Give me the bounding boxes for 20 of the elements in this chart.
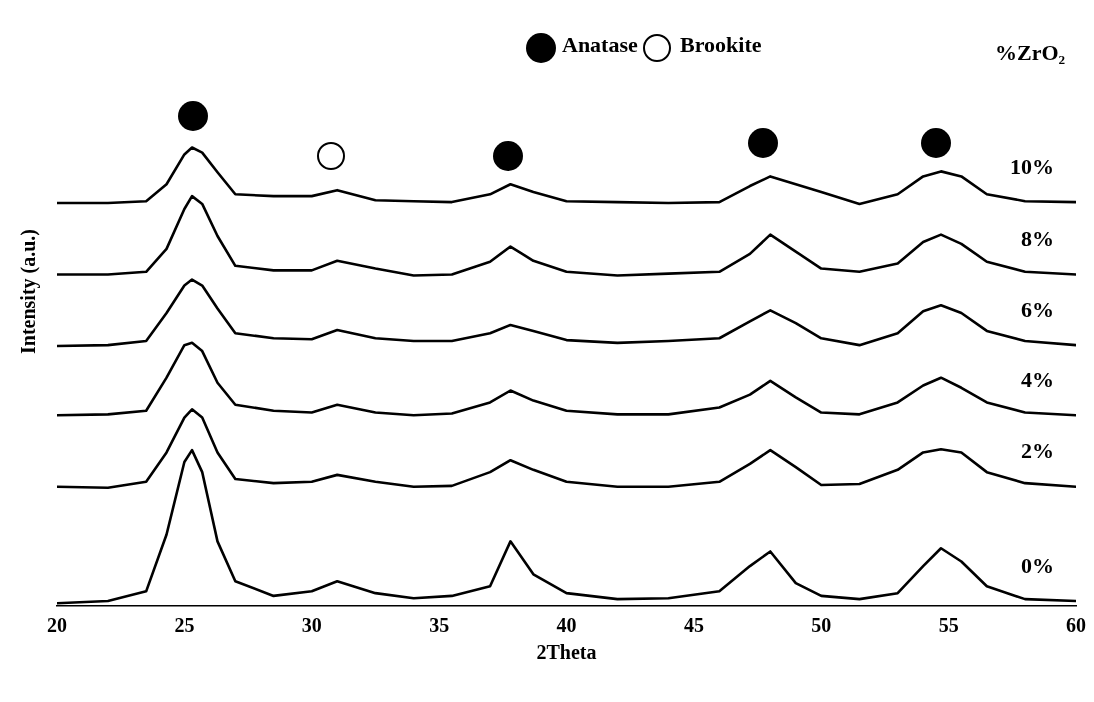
- x-tick-label: 35: [429, 614, 450, 637]
- series-label: 4%: [1021, 366, 1054, 392]
- x-tick-label: 55: [938, 614, 959, 637]
- x-tick-label: 30: [301, 614, 322, 637]
- x-tick-label: 25: [174, 614, 195, 637]
- x-tick-label: 45: [683, 614, 704, 637]
- series-label: 2%: [1021, 438, 1054, 464]
- series-label: 6%: [1021, 296, 1054, 322]
- x-axis-title: 2Theta: [536, 641, 597, 664]
- y-axis-title: Intensity (a.u.): [16, 228, 40, 356]
- text: %ZrO₂: [995, 40, 1066, 66]
- x-tick-label: 20: [47, 614, 67, 637]
- x-tick-label: 40: [556, 614, 577, 637]
- text: Brookite: [680, 32, 762, 58]
- x-tick-label: 60: [1066, 614, 1086, 637]
- text: Anatase: [562, 32, 638, 58]
- series-label: 0%: [1021, 552, 1054, 578]
- series-label: 10%: [1010, 153, 1054, 179]
- series-label: 8%: [1021, 226, 1054, 252]
- x-tick-label: 50: [811, 614, 832, 637]
